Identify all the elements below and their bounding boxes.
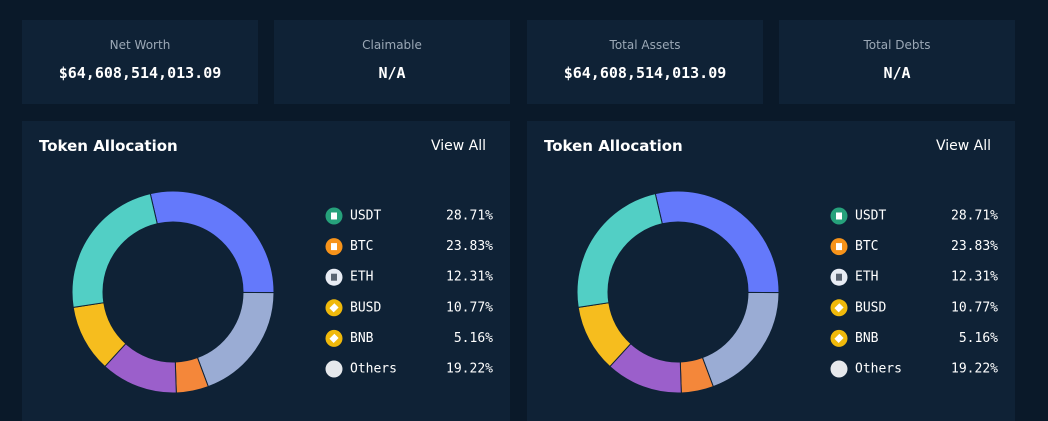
legend-label: Others: [855, 362, 902, 377]
legend-value: 23.83%: [951, 239, 998, 254]
token-icon: [325, 360, 343, 378]
stat-card: Total Assets $64,608,514,013.09: [527, 20, 763, 104]
allocation-panel: USDT 28.71% BTC 23.83% ETH 12.31% BUSD 10.77% BN…: [22, 121, 510, 421]
legend-value: 10.77%: [446, 300, 493, 315]
legend-value: 23.83%: [446, 239, 493, 254]
panel-title: Token Allocation: [39, 137, 178, 155]
legend-label: BNB: [350, 331, 374, 346]
stat-card: Net Worth $64,608,514,013.09: [22, 20, 258, 104]
allocation-panel: USDT 28.71% BTC 23.83% ETH 12.31% BUSD 10.77% BN…: [527, 121, 1015, 421]
token-icon-glyph: [836, 243, 842, 251]
legend-value: 5.16%: [959, 331, 998, 346]
legend-value: 10.77%: [951, 300, 998, 315]
token-icon-glyph: [331, 212, 337, 220]
stat-value: N/A: [378, 64, 406, 82]
token-icon-glyph: [329, 333, 339, 343]
legend-label: BTC: [855, 239, 878, 254]
token-icon-glyph: [836, 212, 842, 220]
legend-label: ETH: [855, 270, 878, 285]
stat-card: Claimable N/A: [274, 20, 510, 104]
legend-value: 12.31%: [446, 270, 493, 285]
legend-label: Others: [350, 362, 397, 377]
donut-segment: [654, 190, 780, 294]
legend-label: ETH: [350, 270, 373, 285]
donut-segment: [149, 190, 275, 294]
legend-value: 28.71%: [951, 209, 998, 224]
stat-value: N/A: [883, 64, 911, 82]
donut-chart: USDT 28.71% BTC 23.83% ETH 12.31% BUSD 10.77% BN…: [576, 190, 998, 394]
stat-label: Claimable: [362, 38, 422, 52]
legend-label: BUSD: [350, 300, 381, 315]
legend-value: 12.31%: [951, 270, 998, 285]
legend-label: BNB: [855, 331, 879, 346]
token-icon-glyph: [331, 243, 337, 251]
legend-label: BUSD: [855, 300, 886, 315]
stat-value: $64,608,514,013.09: [563, 64, 727, 82]
donut-segment: [701, 291, 780, 388]
legend-value: 5.16%: [454, 331, 493, 346]
donut-segment: [196, 291, 275, 388]
token-icon-glyph: [834, 333, 844, 343]
donut-segment: [576, 192, 663, 309]
stat-card: Total Debts N/A: [779, 20, 1015, 104]
stat-label: Net Worth: [109, 38, 171, 52]
donut-segment: [71, 192, 158, 309]
token-icon-glyph: [836, 273, 842, 281]
token-icon: [830, 360, 848, 378]
stat-value: $64,608,514,013.09: [58, 64, 222, 82]
legend-label: USDT: [350, 209, 381, 224]
legend-value: 28.71%: [446, 209, 493, 224]
stat-label: Total Debts: [863, 38, 931, 52]
page: Net Worth $64,608,514,013.09 Claimable N/A…: [22, 20, 1015, 421]
token-icon-glyph: [331, 273, 337, 281]
view-all-link[interactable]: View All: [430, 138, 486, 154]
donut-chart: USDT 28.71% BTC 23.83% ETH 12.31% BUSD 10.77% BN…: [71, 190, 493, 394]
legend-value: 19.22%: [446, 362, 493, 377]
legend-label: BTC: [350, 239, 373, 254]
view-all-link[interactable]: View All: [935, 138, 991, 154]
legend-label: USDT: [855, 209, 886, 224]
token-icon-glyph: [834, 303, 844, 313]
stat-label: Total Assets: [609, 38, 681, 52]
panel-title: Token Allocation: [544, 137, 683, 155]
token-icon-glyph: [329, 303, 339, 313]
legend-value: 19.22%: [951, 362, 998, 377]
